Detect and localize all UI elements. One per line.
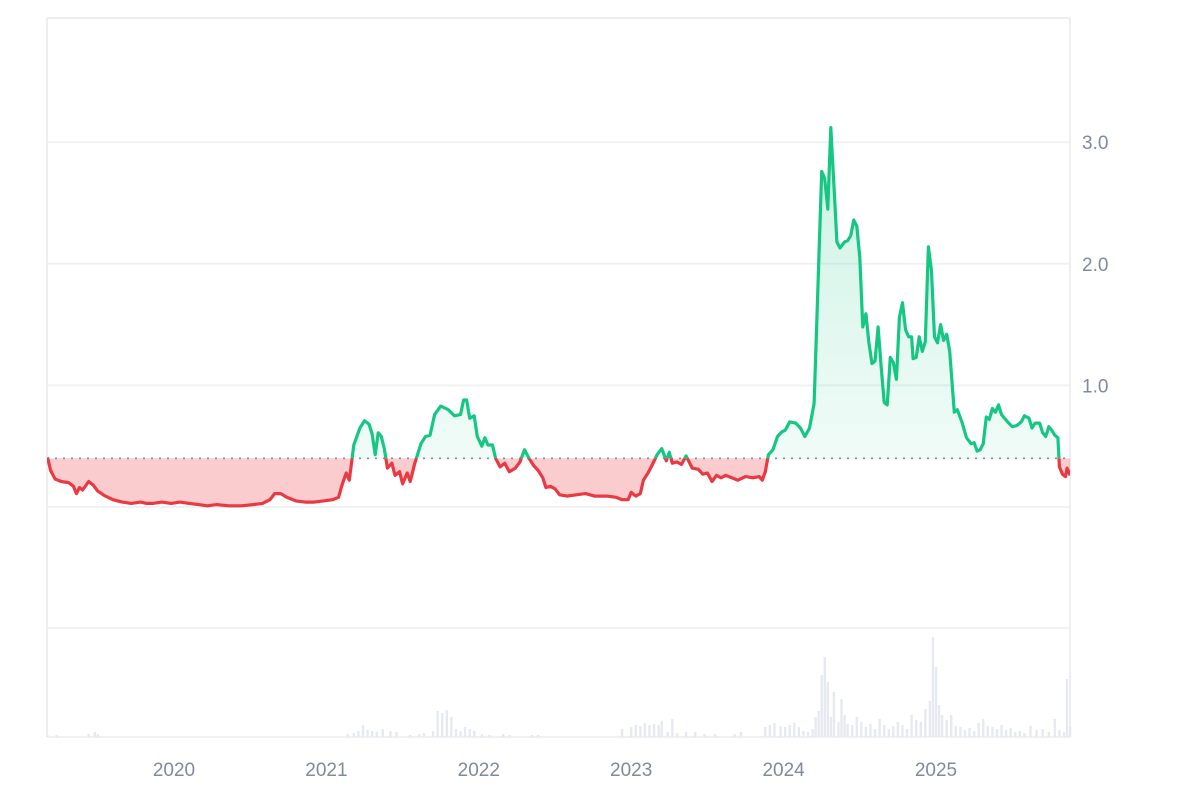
price-line-down[interactable] xyxy=(47,128,1071,508)
y-axis: 1.0 2.0 3.0 xyxy=(1082,133,1108,397)
x-tick-label: 2025 xyxy=(915,760,957,781)
gridlines xyxy=(46,17,1071,738)
x-tick-label: 2023 xyxy=(610,760,652,781)
volume-bars xyxy=(46,637,1072,737)
price-line-up[interactable] xyxy=(47,126,1071,506)
x-tick-label: 2020 xyxy=(153,760,195,781)
y-tick-label: 2.0 xyxy=(1082,255,1108,276)
y-tick-label: 1.0 xyxy=(1082,376,1108,397)
area-above-baseline xyxy=(47,127,1059,459)
x-axis: 2020 2021 2022 2023 2024 2025 xyxy=(153,760,957,781)
y-tick-label: 3.0 xyxy=(1082,133,1108,154)
x-tick-label: 2024 xyxy=(762,760,805,781)
x-tick-label: 2021 xyxy=(305,760,347,781)
area-below-baseline xyxy=(47,458,1070,506)
x-tick-label: 2022 xyxy=(458,760,500,781)
